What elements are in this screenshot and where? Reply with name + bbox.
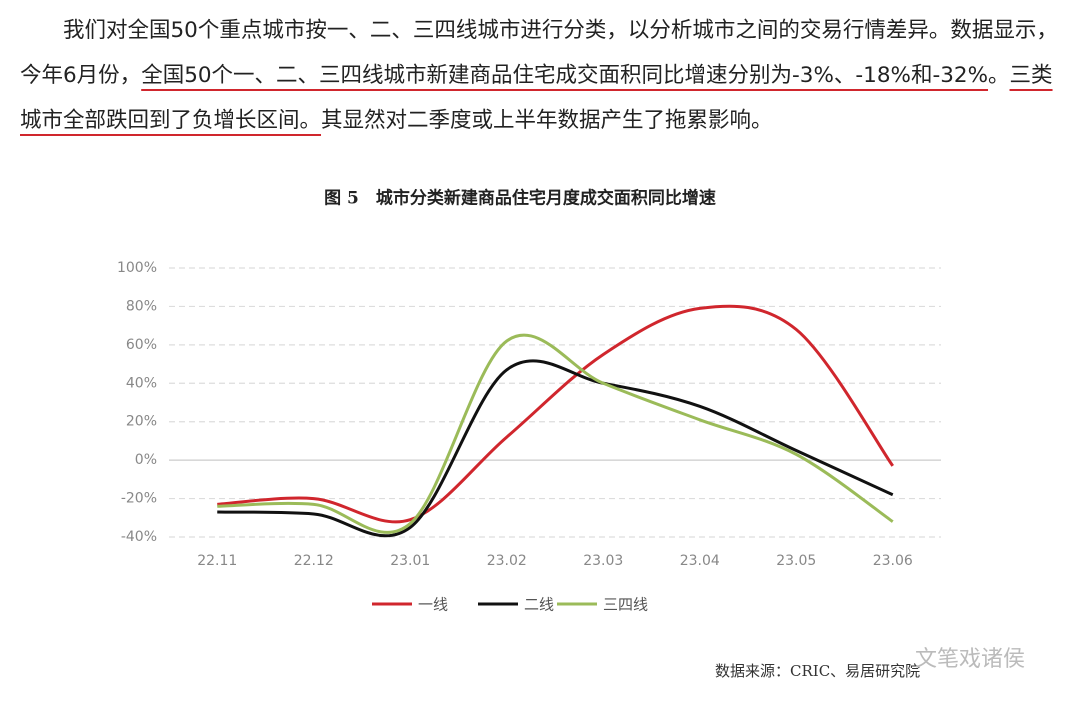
y-tick-label: 60% bbox=[126, 337, 157, 353]
y-tick-label: 20% bbox=[126, 414, 157, 430]
underlined-text: 三类城市全部跌回到了负增长区间。 bbox=[20, 63, 1053, 133]
x-tick-label: 23.05 bbox=[776, 553, 816, 569]
y-tick-label: 0% bbox=[135, 452, 157, 468]
x-tick-label: 22.11 bbox=[197, 553, 237, 569]
line bbox=[217, 333, 894, 534]
y-tick-label: 100% bbox=[117, 260, 157, 276]
x-tick-label: 23.04 bbox=[680, 553, 720, 569]
x-tick-label: 23.03 bbox=[583, 553, 623, 569]
underlined-text: 全国50个一、二、三四线城市新建商品住宅成交面积同比增速分别为-3%、-18%和… bbox=[141, 63, 989, 88]
text: 。 bbox=[988, 63, 1010, 88]
watermark: 文笔戏诸侯 bbox=[915, 647, 1025, 672]
y-tick-label: 80% bbox=[126, 298, 157, 314]
x-tick-label: 23.06 bbox=[873, 553, 913, 569]
text: 我们对全国50个重点城市按一、二、三四线城市进行分类，以分析城市之间的交易行情差… bbox=[20, 18, 1058, 88]
text: 其显然对二季度或上半年数据产生了拖累影响。 bbox=[321, 108, 773, 133]
y-tick-label: -20% bbox=[121, 491, 157, 507]
chart-title: 图 5 城市分类新建商品住宅月度成交面积同比增速 bbox=[324, 188, 716, 209]
x-tick-label: 22.12 bbox=[294, 553, 334, 569]
line bbox=[217, 359, 894, 538]
paragraph: 我们对全国50个重点城市按一、二、三四线城市进行分类，以分析城市之间的交易行情差… bbox=[20, 8, 1065, 143]
legend-label: 三四线 bbox=[603, 596, 648, 614]
legend-label: 一线 bbox=[418, 596, 448, 614]
x-tick-label: 23.01 bbox=[390, 553, 430, 569]
y-tick-label: -40% bbox=[121, 529, 157, 545]
x-tick-label: 23.02 bbox=[487, 553, 527, 569]
source: 数据来源：CRIC、易居研究院 bbox=[715, 662, 920, 680]
line bbox=[217, 304, 894, 524]
legend-label: 二线 bbox=[524, 596, 554, 614]
y-tick-label: 40% bbox=[126, 375, 157, 391]
